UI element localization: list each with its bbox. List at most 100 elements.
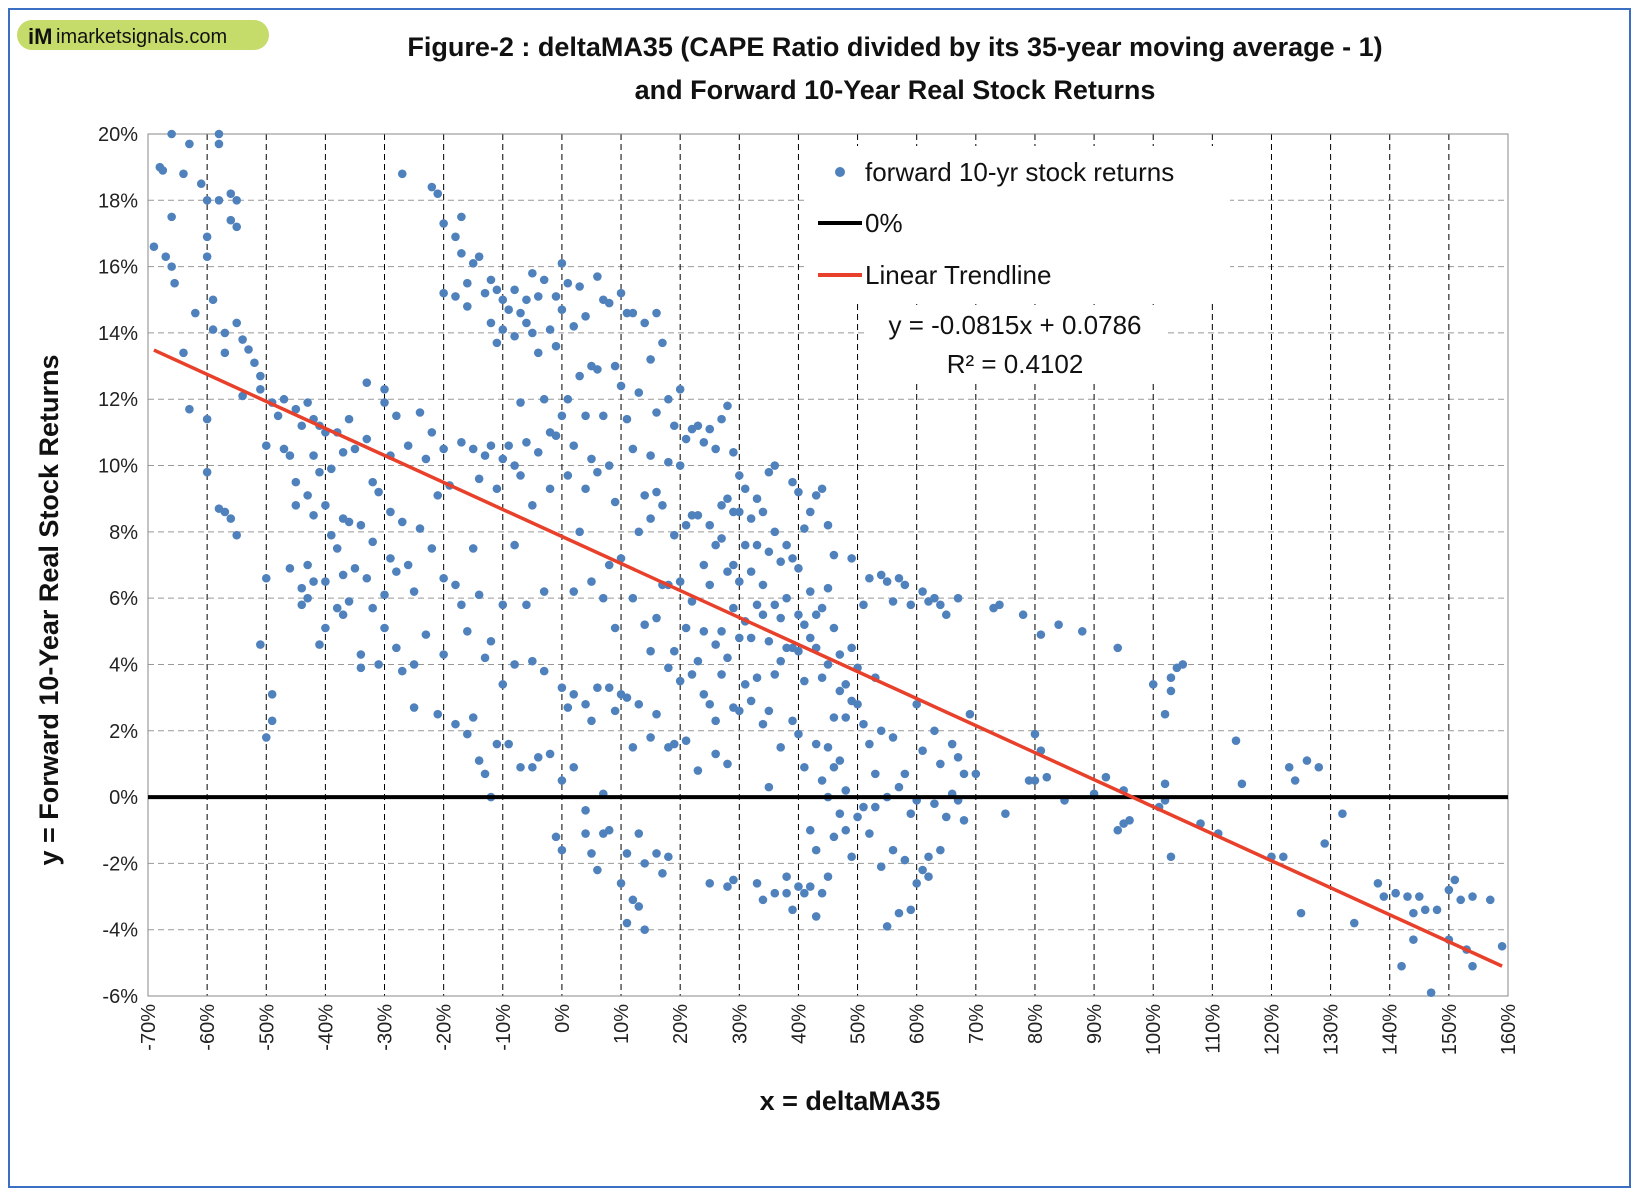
data-point xyxy=(788,477,797,487)
data-point xyxy=(1166,673,1176,683)
data-point xyxy=(770,670,780,679)
data-point xyxy=(640,859,649,868)
legend-label-points: forward 10-yr stock returns xyxy=(865,157,1174,187)
data-point xyxy=(368,477,377,487)
data-point xyxy=(664,663,673,673)
data-point xyxy=(291,501,301,510)
data-point xyxy=(699,627,709,636)
data-point xyxy=(569,321,579,331)
data-point xyxy=(764,547,774,557)
data-point xyxy=(604,560,614,570)
data-point xyxy=(947,739,957,749)
y-tick-label: -2% xyxy=(102,853,138,875)
x-tick-label: -50% xyxy=(256,1004,278,1051)
data-point xyxy=(356,663,366,673)
data-point xyxy=(1178,660,1188,669)
data-point xyxy=(652,408,661,417)
data-point xyxy=(1409,935,1418,944)
data-point xyxy=(451,232,460,242)
data-point xyxy=(823,872,833,881)
data-point xyxy=(303,560,312,570)
data-point xyxy=(569,762,579,772)
data-point xyxy=(817,484,827,494)
data-point xyxy=(397,666,407,676)
data-point xyxy=(202,232,212,242)
data-point xyxy=(256,371,265,381)
data-point xyxy=(711,540,720,550)
data-point xyxy=(1160,709,1170,719)
data-point xyxy=(705,699,715,709)
data-point xyxy=(829,713,839,722)
data-point xyxy=(1485,895,1495,905)
data-point xyxy=(752,540,762,550)
data-point xyxy=(214,129,224,139)
data-point xyxy=(463,302,472,311)
data-point xyxy=(291,404,301,414)
data-point xyxy=(492,739,502,749)
data-point xyxy=(930,726,939,736)
data-point xyxy=(214,139,224,149)
x-tick-label: 50% xyxy=(848,1004,870,1044)
data-point xyxy=(900,769,910,779)
data-point xyxy=(273,411,283,421)
data-point xyxy=(504,739,513,749)
data-point xyxy=(711,749,720,759)
data-point xyxy=(652,849,661,858)
data-point xyxy=(451,292,460,301)
data-point xyxy=(563,278,573,288)
data-point xyxy=(522,438,531,447)
data-point xyxy=(315,467,324,477)
data-point xyxy=(652,487,661,497)
data-point xyxy=(705,424,715,434)
data-point xyxy=(735,633,744,643)
y-tick-label: 0% xyxy=(109,787,138,809)
data-point xyxy=(569,587,579,596)
y-tick-label: -4% xyxy=(102,920,138,942)
data-point xyxy=(616,554,626,563)
y-tick-label: 20% xyxy=(98,124,138,146)
y-tick-label: 8% xyxy=(109,522,138,544)
data-point xyxy=(640,318,649,328)
data-point xyxy=(421,630,431,639)
data-point xyxy=(646,646,655,656)
data-point xyxy=(664,394,673,404)
data-point xyxy=(1349,918,1359,928)
data-point xyxy=(557,305,567,315)
data-point xyxy=(658,869,667,878)
data-point xyxy=(675,384,685,394)
data-point xyxy=(794,646,803,656)
data-point xyxy=(569,690,579,699)
data-point xyxy=(409,660,419,669)
data-point xyxy=(1101,772,1111,782)
data-point xyxy=(658,338,667,348)
data-point xyxy=(397,517,407,527)
data-point xyxy=(551,292,561,301)
data-point xyxy=(776,557,785,566)
data-point xyxy=(687,670,697,679)
data-point xyxy=(859,600,868,610)
data-point xyxy=(717,627,726,636)
data-point xyxy=(735,577,744,586)
data-point xyxy=(457,438,466,447)
data-point xyxy=(1001,809,1010,818)
data-point xyxy=(208,325,218,334)
x-tick-label: 150% xyxy=(1439,1004,1461,1055)
data-point xyxy=(782,643,791,653)
data-point xyxy=(800,524,809,533)
data-point xyxy=(232,196,241,205)
data-point xyxy=(433,189,443,198)
data-point xyxy=(510,331,519,341)
data-point xyxy=(900,855,910,865)
data-point xyxy=(1284,762,1294,772)
data-point xyxy=(332,544,342,553)
data-point xyxy=(468,713,478,722)
data-point xyxy=(1279,852,1288,862)
data-point xyxy=(516,471,525,480)
data-point xyxy=(587,454,596,464)
data-point xyxy=(652,709,661,719)
data-point xyxy=(356,650,366,659)
data-point xyxy=(729,603,738,613)
data-point xyxy=(480,653,490,663)
data-point xyxy=(581,806,590,815)
data-point xyxy=(669,739,679,749)
